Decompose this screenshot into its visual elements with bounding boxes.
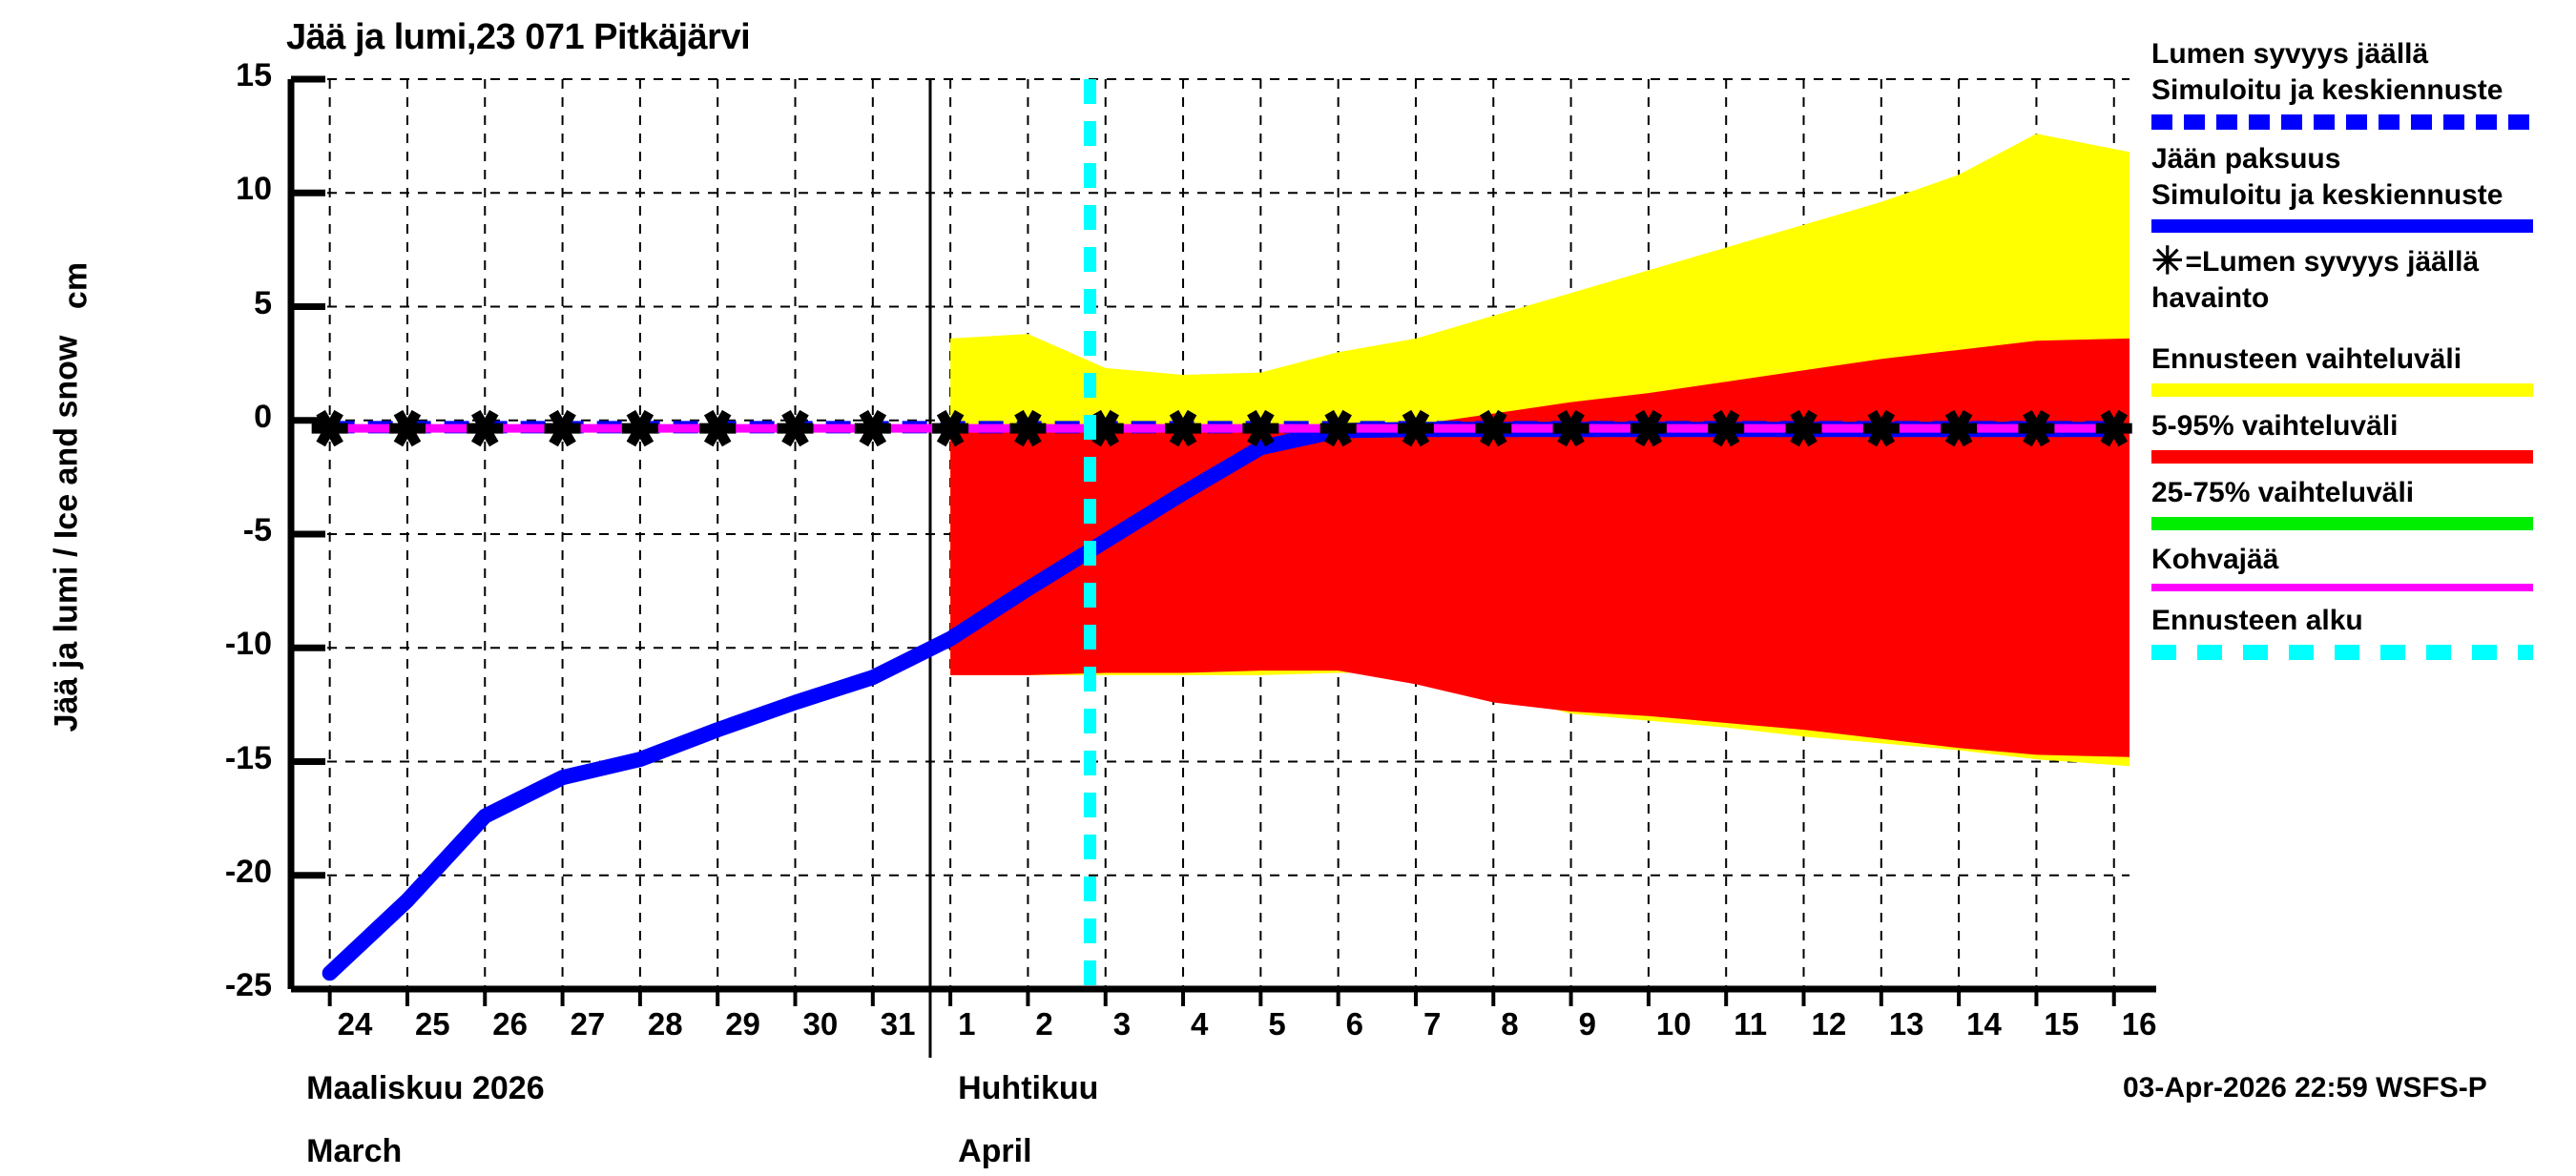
legend-swatch — [2151, 517, 2533, 530]
y-tick-label: -20 — [224, 853, 272, 890]
month-label-fi: Huhtikuu — [958, 1070, 1099, 1106]
snow-observation-marker — [621, 409, 658, 447]
snow-observation-marker — [777, 409, 814, 447]
forecast-band — [950, 338, 2129, 757]
x-tick-label: 9 — [1578, 1006, 1596, 1042]
snow-observation-marker — [467, 409, 504, 447]
page-title: Jää ja lumi,23 071 Pitkäjärvi — [286, 17, 751, 57]
snow-observation-marker — [1941, 409, 1978, 447]
snow-observation-marker — [932, 409, 969, 447]
x-tick-label: 30 — [802, 1006, 839, 1042]
snow-observation-marker — [1242, 409, 1279, 447]
snow-observation-marker — [1397, 409, 1434, 447]
legend-swatch — [2151, 645, 2533, 660]
legend-item[interactable]: Lumen syvyys jäällä Simuloitu ja keskienn… — [2151, 36, 2571, 130]
x-tick-label: 1 — [958, 1006, 976, 1042]
legend-swatch — [2151, 219, 2533, 233]
x-tick-label: 8 — [1501, 1006, 1519, 1042]
x-tick-label: 25 — [414, 1006, 450, 1042]
snow-observation-marker — [1708, 409, 1745, 447]
legend-marker-row: ✳ =Lumen syvyys jäällä — [2151, 240, 2571, 282]
x-tick-label: 6 — [1345, 1006, 1364, 1042]
legend-item[interactable]: Ennusteen vaihteluväli — [2151, 341, 2571, 397]
x-tick-label: 15 — [2044, 1006, 2080, 1042]
snow-observation-marker — [1009, 409, 1047, 447]
legend-label: 5-95% vaihteluväli — [2151, 410, 2399, 442]
legend-swatch — [2151, 584, 2533, 591]
x-tick-label: 16 — [2121, 1006, 2157, 1042]
legend-swatch — [2151, 383, 2533, 397]
y-tick-label: 10 — [236, 171, 272, 208]
x-tick-label: 24 — [337, 1006, 373, 1042]
y-tick-label: -25 — [224, 967, 272, 1003]
snow-observation-marker — [544, 409, 581, 447]
snow-observation-marker — [388, 409, 426, 447]
chart-legend: Lumen syvyys jäällä Simuloitu ja keskienn… — [2151, 36, 2571, 671]
x-tick-label: 31 — [880, 1006, 916, 1042]
x-tick-label: 11 — [1734, 1006, 1768, 1042]
legend-label: Ennusteen alku — [2151, 605, 2363, 636]
legend-item[interactable]: Ennusteen alku — [2151, 603, 2571, 660]
snow-observation-marker — [2018, 409, 2055, 447]
x-tick-label: 4 — [1191, 1006, 1209, 1042]
legend-item[interactable]: 5-95% vaihteluväli — [2151, 408, 2571, 464]
legend-label-line2: Simuloitu ja keskiennuste — [2151, 179, 2503, 211]
x-tick-label: 2 — [1035, 1006, 1053, 1042]
month-label-fi: Maaliskuu 2026 — [306, 1070, 545, 1106]
x-tick-label: 5 — [1268, 1006, 1286, 1042]
legend-label: Kohvajää — [2151, 544, 2279, 575]
snow-observation-marker — [1862, 409, 1900, 447]
legend-swatch — [2151, 450, 2533, 464]
chart-page: Jää ja lumi,23 071 Pitkäjärvi Jää ja lum… — [48, 17, 2571, 1169]
y-tick-label: 0 — [254, 398, 272, 435]
snow-observation-marker — [699, 409, 737, 447]
legend-label-line2: Simuloitu ja keskiennuste — [2151, 74, 2503, 106]
star-icon: ✳ — [2151, 240, 2184, 282]
legend-label: Ennusteen vaihteluväli — [2151, 343, 2462, 375]
snow-observation-marker — [1165, 409, 1202, 447]
snow-observation-marker — [2095, 409, 2132, 447]
x-tick-label: 3 — [1112, 1006, 1132, 1042]
snow-observation-marker — [854, 409, 891, 447]
legend-item[interactable]: 25-75% vaihteluväli — [2151, 475, 2571, 530]
y-tick-label: -10 — [224, 626, 272, 663]
x-tick-label: 26 — [492, 1006, 528, 1042]
y-tick-label: -5 — [242, 512, 272, 548]
timestamp-footer: 03-Apr-2026 22:59 WSFS-P — [2123, 1072, 2487, 1104]
month-label-en: April — [958, 1133, 1032, 1169]
legend-label: Lumen syvyys jäällä — [2151, 38, 2429, 70]
snow-observation-marker — [1630, 409, 1667, 447]
x-tick-label: 7 — [1423, 1006, 1442, 1042]
month-label-block: Maaliskuu 2026 March — [306, 1063, 544, 1176]
x-tick-label: 14 — [1966, 1006, 2002, 1042]
month-label-en: March — [306, 1133, 403, 1169]
legend-swatch — [2151, 114, 2533, 130]
legend-item[interactable]: Jään paksuus Simuloitu ja keskiennuste — [2151, 141, 2571, 233]
x-tick-label: 13 — [1888, 1006, 1924, 1042]
chart-plot — [287, 75, 2156, 1058]
y-tick-label: 15 — [236, 57, 272, 93]
legend-label: Jään paksuus — [2151, 143, 2341, 175]
snow-observation-marker — [1475, 409, 1512, 447]
legend-label-line2: havainto — [2151, 282, 2270, 314]
month-label-block: Huhtikuu April — [958, 1063, 1098, 1176]
legend-item[interactable]: ✳ =Lumen syvyys jäällä havainto — [2151, 240, 2571, 317]
snow-observation-marker — [1785, 409, 1822, 447]
y-tick-label: 5 — [254, 284, 272, 321]
x-tick-label: 12 — [1811, 1006, 1847, 1042]
snow-observation-marker — [1319, 409, 1357, 447]
x-tick-label: 27 — [570, 1006, 606, 1042]
legend-label: 25-75% vaihteluväli — [2151, 477, 2415, 508]
x-tick-label: 29 — [725, 1006, 760, 1042]
x-tick-label: 28 — [647, 1006, 683, 1042]
snow-observation-marker — [1552, 409, 1589, 447]
legend-label: =Lumen syvyys jäällä — [2185, 246, 2480, 278]
x-tick-label: 10 — [1655, 1006, 1692, 1042]
legend-item[interactable]: Kohvajää — [2151, 542, 2571, 591]
y-tick-label: -15 — [224, 739, 272, 776]
